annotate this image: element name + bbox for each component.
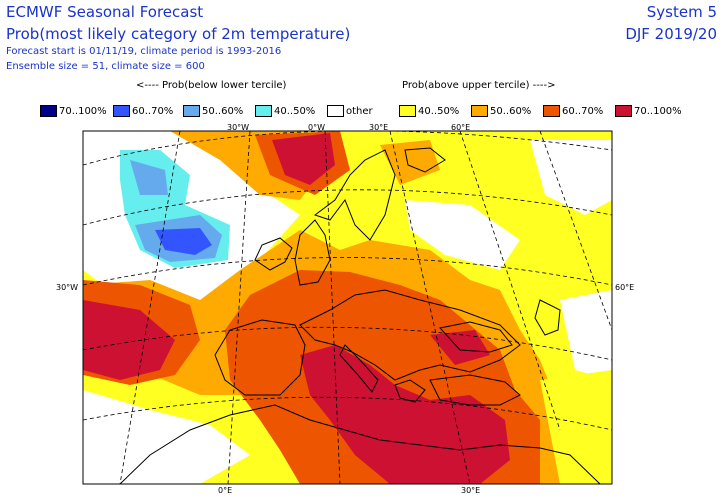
forecast-title: ECMWF Seasonal Forecast <box>6 3 204 21</box>
coastline-europe-south <box>299 289 521 381</box>
above-tercile-label: Prob(above upper tercile) ----> <box>402 80 556 91</box>
coastline-greece <box>394 379 426 403</box>
legend-item-above-50-60: 50..60% <box>471 104 531 118</box>
coastline-britain <box>294 219 331 286</box>
season-label: DJF 2019/20 <box>625 25 717 43</box>
coastline-anatolia <box>429 374 521 406</box>
legend-label: 50..60% <box>202 105 244 117</box>
legend-swatch <box>543 105 560 117</box>
coastline-ireland <box>254 237 293 271</box>
legend-item-above-60-70: 60..70% <box>543 104 603 118</box>
field-above-70-100 <box>83 300 175 380</box>
right-tick-label: 60°E <box>615 283 635 292</box>
map-frame <box>82 130 613 485</box>
legend-swatch <box>327 105 344 117</box>
legend-label: 70..100% <box>634 105 682 117</box>
left-tick-label: 30°W <box>56 283 79 292</box>
field-other <box>530 140 612 215</box>
legend-label: 50..60% <box>490 105 532 117</box>
legend-swatch <box>113 105 130 117</box>
bottom-tick-label: 0°E <box>218 486 233 495</box>
meridian-line <box>227 131 251 484</box>
coastline-caspian <box>534 299 561 336</box>
field-other <box>83 390 250 484</box>
coastline-black-sea <box>439 321 513 353</box>
graticule <box>83 131 612 484</box>
latitude-line <box>83 189 612 226</box>
probability-field <box>83 131 612 484</box>
meridian-line <box>324 131 341 484</box>
meridian-line <box>459 131 561 431</box>
legend-item-below-70-100: 70..100% <box>40 104 107 118</box>
legend-swatch <box>183 105 200 117</box>
bottom-tick-label: 30°E <box>461 486 481 495</box>
field-below-60-70 <box>155 228 212 255</box>
forecast-subtitle: Prob(most likely category of 2m temperat… <box>6 25 351 43</box>
legend-item-below-60-70: 60..70% <box>113 104 173 118</box>
coastline-white-sea <box>404 147 446 173</box>
meridian-line <box>119 131 181 484</box>
field-below-50-60 <box>130 160 168 195</box>
latitude-line <box>83 257 612 286</box>
coastline-italy <box>339 344 379 393</box>
latitude-line <box>83 326 612 361</box>
legend-swatch <box>471 105 488 117</box>
ensemble-info: Ensemble size = 51, climate size = 600 <box>6 61 205 72</box>
latitude-line <box>83 396 612 431</box>
legend-item-below-50-60: 50..60% <box>183 104 243 118</box>
top-tick-label: 60°E <box>451 123 471 132</box>
legend-item-above-40-50: 40..50% <box>399 104 459 118</box>
coastline-north-africa <box>119 404 601 484</box>
field-above-70-100 <box>272 133 335 185</box>
meridian-line <box>539 131 612 331</box>
coastline-iberia <box>214 319 306 396</box>
meridian-line <box>389 131 471 484</box>
top-tick-label: 0°W <box>308 123 325 132</box>
latitude-line <box>83 131 612 166</box>
legend-item-below-40-50: 40..50% <box>255 104 315 118</box>
below-tercile-label: <---- Prob(below lower tercile) <box>136 80 287 91</box>
legend-label: 60..70% <box>562 105 604 117</box>
field-above-70-100 <box>430 330 490 365</box>
legend-item-other: other <box>327 104 373 118</box>
field-other <box>405 200 520 270</box>
forecast-start-info: Forecast start is 01/11/19, climate peri… <box>6 46 282 57</box>
legend-swatch <box>40 105 57 117</box>
legend-label: 40..50% <box>274 105 316 117</box>
legend-swatch <box>255 105 272 117</box>
coastlines <box>119 147 601 484</box>
legend-label: other <box>346 105 373 117</box>
top-tick-label: 30°W <box>227 123 250 132</box>
system-label: System 5 <box>646 3 717 21</box>
legend-item-above-70-100: 70..100% <box>615 104 682 118</box>
legend-swatch <box>399 105 416 117</box>
legend-swatch <box>615 105 632 117</box>
top-tick-label: 30°E <box>369 123 389 132</box>
legend-label: 40..50% <box>418 105 460 117</box>
coastline-scandinavia <box>313 149 396 241</box>
legend-label: 60..70% <box>132 105 174 117</box>
field-above-40-50 <box>540 370 612 484</box>
legend-label: 70..100% <box>59 105 107 117</box>
